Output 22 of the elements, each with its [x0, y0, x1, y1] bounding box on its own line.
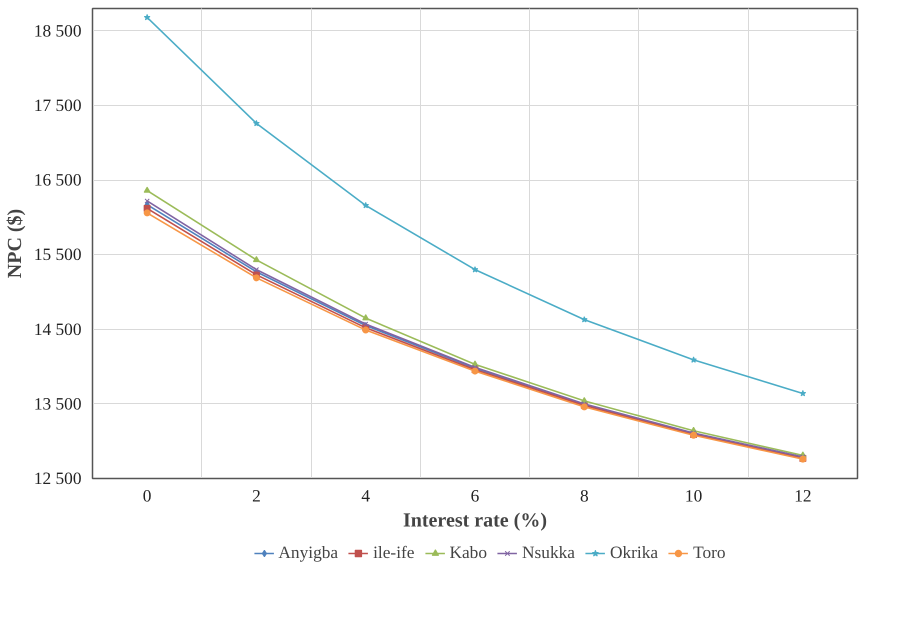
x-tick-label: 8 [580, 486, 589, 506]
y-tick-label: 15 500 [34, 245, 82, 264]
x-tick-label: 2 [252, 486, 261, 506]
y-axis-title: NPC ($) [4, 208, 26, 278]
y-tick-label: 17 500 [34, 96, 82, 115]
legend-label: Kabo [449, 543, 488, 563]
x-tick-label: 4 [361, 486, 370, 506]
y-tick-label: 12 500 [34, 469, 82, 488]
x-tick-label: 6 [470, 486, 480, 506]
x-tick-label: 12 [794, 486, 812, 506]
y-tick-label: 18 500 [34, 21, 82, 40]
y-tick-label: 13 500 [34, 394, 82, 414]
legend-label: Okrika [610, 543, 658, 563]
x-axis-title: Interest rate (%) [402, 510, 548, 532]
y-tick-label: 14 500 [34, 320, 82, 339]
legend-label: ile-ife [373, 543, 414, 563]
x-tick-label: 10 [684, 486, 702, 506]
x-tick-label: 0 [142, 486, 152, 506]
legend-label: Toro [693, 543, 726, 563]
legend-label: Anyigba [278, 543, 338, 563]
y-tick-label: 16 500 [34, 170, 82, 190]
legend-label: Nsukka [522, 543, 575, 563]
